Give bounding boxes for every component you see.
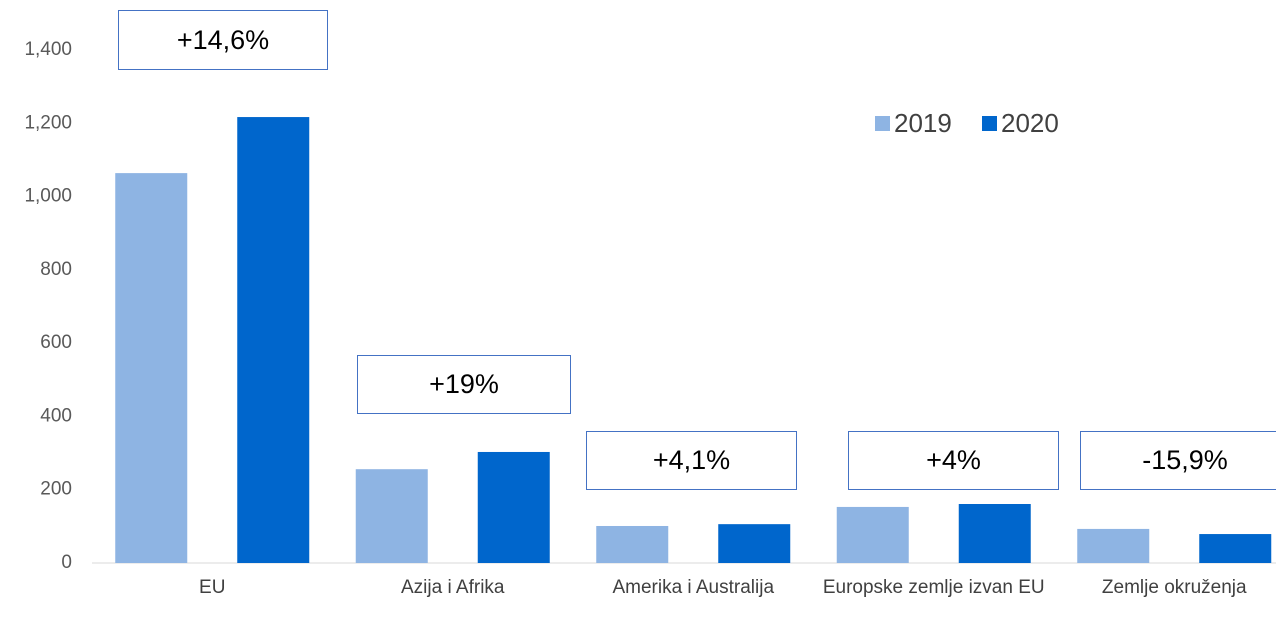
y-tick-label: 1,400 [24,39,72,60]
annotation: +4,1% [586,431,797,490]
annotation: +19% [357,355,571,414]
legend-label: 2020 [1001,108,1059,138]
legend-swatch [982,116,997,131]
y-tick-label: 1,200 [24,112,72,133]
legend-swatch [875,116,890,131]
x-tick-label: EU [199,577,226,598]
annotation: +4% [848,431,1059,490]
bar [958,504,1031,563]
annotation: -15,9% [1080,431,1276,490]
bar [355,469,428,563]
annotation: +14,6% [118,10,328,70]
y-tick-label: 1,000 [24,186,72,207]
x-tick-label: Amerika i Australija [612,577,775,598]
bar [115,173,188,563]
x-tick-label: Europske zemlje izvan EU [822,577,1045,598]
bar [1199,534,1272,563]
y-tick-label: 400 [40,405,72,426]
y-tick-label: 0 [61,552,72,573]
y-tick-label: 600 [40,332,72,353]
bar [596,525,669,563]
x-tick-label: Zemlje okruženja [1101,577,1247,598]
legend-label: 2019 [894,108,952,138]
bar [718,524,791,563]
x-tick-label: Azija i Afrika [401,577,505,598]
bar [477,451,550,563]
bar [1077,528,1150,563]
bar [237,117,310,563]
bar [836,506,909,563]
y-tick-label: 200 [40,479,72,500]
y-tick-label: 800 [40,259,72,280]
